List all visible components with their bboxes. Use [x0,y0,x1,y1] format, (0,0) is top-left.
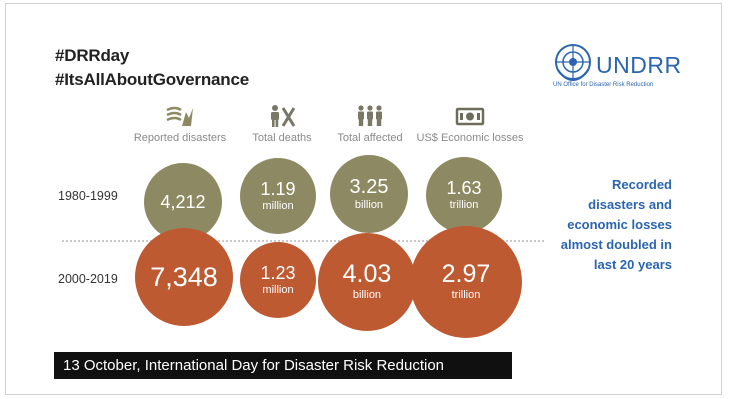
bubble-value: 7,348 [150,261,218,292]
summary-line: Recorded [612,177,672,192]
column-label-deaths: Total deaths [252,132,312,144]
bubble-disasters-2000: 7,348 [135,228,233,326]
bubble-value: 1.23 [260,262,296,283]
bubble-value: 4,212 [160,192,206,212]
row-label-2000-2019: 2000-2019 [58,272,118,286]
money-icon [455,107,485,126]
disaster-icon [166,106,193,126]
un-emblem-icon [555,44,591,82]
bubble-deaths-1980: 1.19 million [240,158,316,234]
bubble-value: 1.63 [446,177,482,198]
bubble-losses-2000: 2.97 trillion [410,226,522,338]
summary-line: economic losses [567,217,672,232]
row-label-1980-1999: 1980-1999 [58,189,118,203]
row-divider [62,240,544,242]
bubble-unit: million [262,199,294,212]
summary-text: Recorded disasters and economic losses a… [536,175,672,275]
bubble-deaths-2000: 1.23 million [240,242,316,318]
column-header-affected: Total affected [310,104,430,144]
hashtags: #DRRday #ItsAllAboutGovernance [55,44,249,92]
event-banner: 13 October, International Day for Disast… [54,352,512,379]
bubble-value: 1.19 [260,178,296,199]
summary-line: last 20 years [593,257,672,272]
bubble-unit: million [262,283,294,296]
summary-line: almost doubled in [560,237,672,252]
bubble-losses-1980: 1.63 trillion [426,157,502,233]
undrr-logo: UNDRR UN Office for Disaster Risk Reduct… [553,42,683,94]
column-header-deaths: Total deaths [222,104,342,144]
bubble-value: 4.03 [342,260,392,289]
bubble-unit: trillion [449,198,479,211]
bubble-affected-2000: 4.03 billion [318,233,416,331]
column-header-disasters: Reported disasters [120,104,240,144]
affected-people-icon [358,105,382,126]
deaths-icon [271,105,296,127]
banner-text: 13 October, International Day for Disast… [63,357,445,374]
bubble-value: 3.25 [349,175,389,198]
bubble-unit: billion [352,289,382,302]
summary-line: disasters and [588,197,672,212]
bubble-value: 2.97 [441,260,491,289]
hashtag-drrday: #DRRday [55,46,130,65]
logo-wordmark: UNDRR [596,52,682,78]
column-label-disasters: Reported disasters [133,132,227,144]
bubble-affected-1980: 3.25 billion [330,155,408,233]
column-label-affected: Total affected [337,132,403,144]
column-label-losses: US$ Economic losses [416,132,524,144]
bubble-unit: billion [354,198,384,211]
logo-subtitle: UN Office for Disaster Risk Reduction [553,82,654,88]
card-frame [5,3,722,395]
bubble-unit: trillion [451,289,481,302]
column-header-losses: US$ Economic losses [410,104,530,144]
hashtag-governance: #ItsAllAboutGovernance [55,70,249,89]
